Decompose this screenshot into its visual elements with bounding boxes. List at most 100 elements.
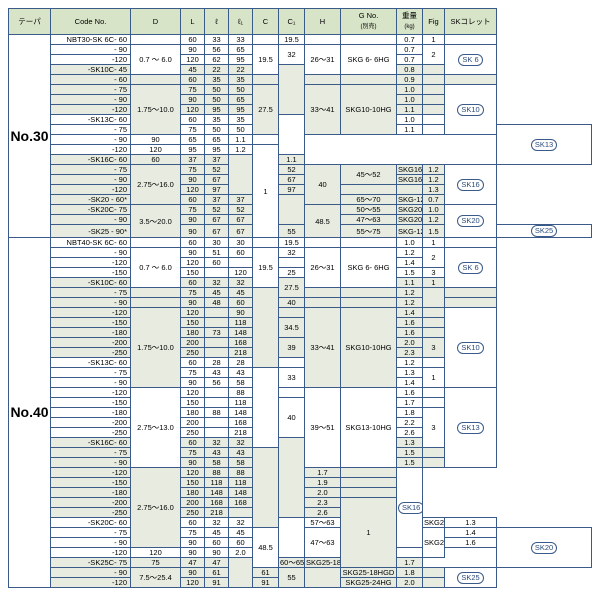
data-cell: 28 xyxy=(205,358,229,368)
data-cell xyxy=(305,75,341,85)
data-cell: 33 xyxy=(205,35,229,45)
data-cell xyxy=(423,328,445,338)
table-row: -150150120251.53 xyxy=(9,268,592,278)
data-cell: 120 xyxy=(181,258,205,268)
code-cell: -150 xyxy=(51,318,131,328)
data-cell: 67 xyxy=(229,225,253,238)
data-cell: SKG-12S xyxy=(397,195,423,205)
data-cell: 1 xyxy=(341,498,397,568)
data-cell: 1.6 xyxy=(397,318,423,328)
data-cell: 75 xyxy=(181,205,205,215)
data-cell xyxy=(341,478,397,488)
data-cell: 43 xyxy=(205,448,229,458)
col-l: ℓ xyxy=(205,9,229,35)
code-cell: -120 xyxy=(51,308,131,318)
data-cell: 2.75～13.0 xyxy=(131,388,181,468)
data-cell: 0.9 xyxy=(397,75,423,85)
data-cell: 90 xyxy=(181,548,205,558)
sk-pill: SK10 xyxy=(457,342,483,354)
col-code: Code No. xyxy=(51,9,131,35)
data-cell: 65～70 xyxy=(341,195,397,205)
data-cell: 2.75～16.0 xyxy=(131,165,181,205)
data-cell: SKG13-10HG xyxy=(341,388,397,468)
data-cell: 150 xyxy=(181,478,205,488)
data-cell: 1 xyxy=(423,35,445,45)
code-cell: -120 xyxy=(51,388,131,398)
taper-label: No.40 xyxy=(9,238,51,588)
data-cell: 75 xyxy=(181,528,205,538)
data-cell xyxy=(131,35,181,45)
data-cell: 0.7 ～ 6.0 xyxy=(131,45,181,75)
data-cell: 1.4 xyxy=(397,258,423,268)
data-cell xyxy=(423,318,445,328)
data-cell: 45 xyxy=(181,65,205,75)
data-cell: 60 xyxy=(205,538,229,548)
code-cell: -150 xyxy=(51,268,131,278)
code-cell: -SK20C- 75 xyxy=(51,205,131,215)
data-cell xyxy=(341,288,397,298)
data-cell: 22 xyxy=(229,65,253,75)
code-cell: -SK20C- 60 xyxy=(51,518,131,528)
data-cell: 28 xyxy=(229,358,253,368)
data-cell: 90 xyxy=(131,135,181,145)
data-cell: 26～31 xyxy=(305,45,341,75)
data-cell: 32 xyxy=(279,45,305,65)
data-cell: 218 xyxy=(205,508,229,518)
sk-pill: SK20 xyxy=(531,542,557,554)
col-taper: テーパ xyxy=(9,9,51,35)
code-cell: - 90 xyxy=(51,378,131,388)
data-cell: 120 xyxy=(229,268,253,278)
code-cell: -120 xyxy=(51,105,131,115)
data-cell: 75 xyxy=(181,165,205,175)
data-cell: 75 xyxy=(181,448,205,458)
data-cell: 90 xyxy=(181,568,205,578)
data-cell xyxy=(253,75,279,85)
code-cell: -SK10C- 60 xyxy=(51,278,131,288)
sk-collet-cell xyxy=(445,288,497,298)
data-cell: 61 xyxy=(205,568,229,578)
data-cell: 58 xyxy=(229,378,253,388)
table-row: -120120601.4 xyxy=(9,258,592,268)
data-cell: 120 xyxy=(181,308,205,318)
data-cell xyxy=(423,448,445,458)
data-cell: 118 xyxy=(229,478,253,488)
table-row: -SK20C- 6060323257～63SKG20-16HG1.3 xyxy=(9,518,592,528)
sk-pill: SK10 xyxy=(457,104,483,116)
data-cell: 67 xyxy=(205,215,229,225)
data-cell: 90 xyxy=(181,215,205,225)
data-cell: 67 xyxy=(279,175,305,185)
header-row: テーパ Code No. D L ℓ ℓ₁ C C₁ H G No.(別売) 重… xyxy=(9,9,592,35)
sk-collet-cell: SK 6 xyxy=(445,45,497,75)
data-cell: 52 xyxy=(205,205,229,215)
sk-collet-cell xyxy=(445,75,497,85)
table-row: - 75754343331.31 xyxy=(9,368,592,378)
data-cell: 1.7 xyxy=(397,558,423,568)
data-cell: 60 xyxy=(205,258,229,268)
data-cell: 47～63 xyxy=(305,528,341,558)
data-cell: SKG25-18HGD xyxy=(341,568,397,578)
data-cell xyxy=(279,195,305,225)
data-cell: 200 xyxy=(181,498,205,508)
data-cell: 120 xyxy=(181,105,205,115)
data-cell xyxy=(229,558,253,588)
data-cell: 32 xyxy=(205,278,229,288)
data-cell: 2.3 xyxy=(397,348,423,358)
data-cell: 3 xyxy=(423,338,445,358)
data-cell: 2.0 xyxy=(229,548,253,558)
data-cell: 90 xyxy=(181,175,205,185)
data-cell: 61 xyxy=(253,568,279,578)
code-cell: -120 xyxy=(51,145,131,155)
data-cell: 3 xyxy=(423,268,445,278)
data-cell: 43 xyxy=(229,448,253,458)
table-row: -SK13C- 606028281.2 xyxy=(9,358,592,368)
data-cell: 1.2 xyxy=(423,215,445,225)
data-cell: SKG20-16HG xyxy=(423,518,445,528)
data-cell: 60 xyxy=(181,238,205,248)
code-cell: - 90 xyxy=(51,175,131,185)
code-cell: - 90 xyxy=(51,215,131,225)
data-cell: 1.6 xyxy=(445,538,497,548)
table-row: -SK25 - 90*9067675555～75SKG-121.5SK25 xyxy=(9,225,592,238)
data-cell: 1.0 xyxy=(397,85,423,95)
data-cell: SKG25-18HGE xyxy=(305,558,341,568)
data-cell: 32 xyxy=(229,278,253,288)
